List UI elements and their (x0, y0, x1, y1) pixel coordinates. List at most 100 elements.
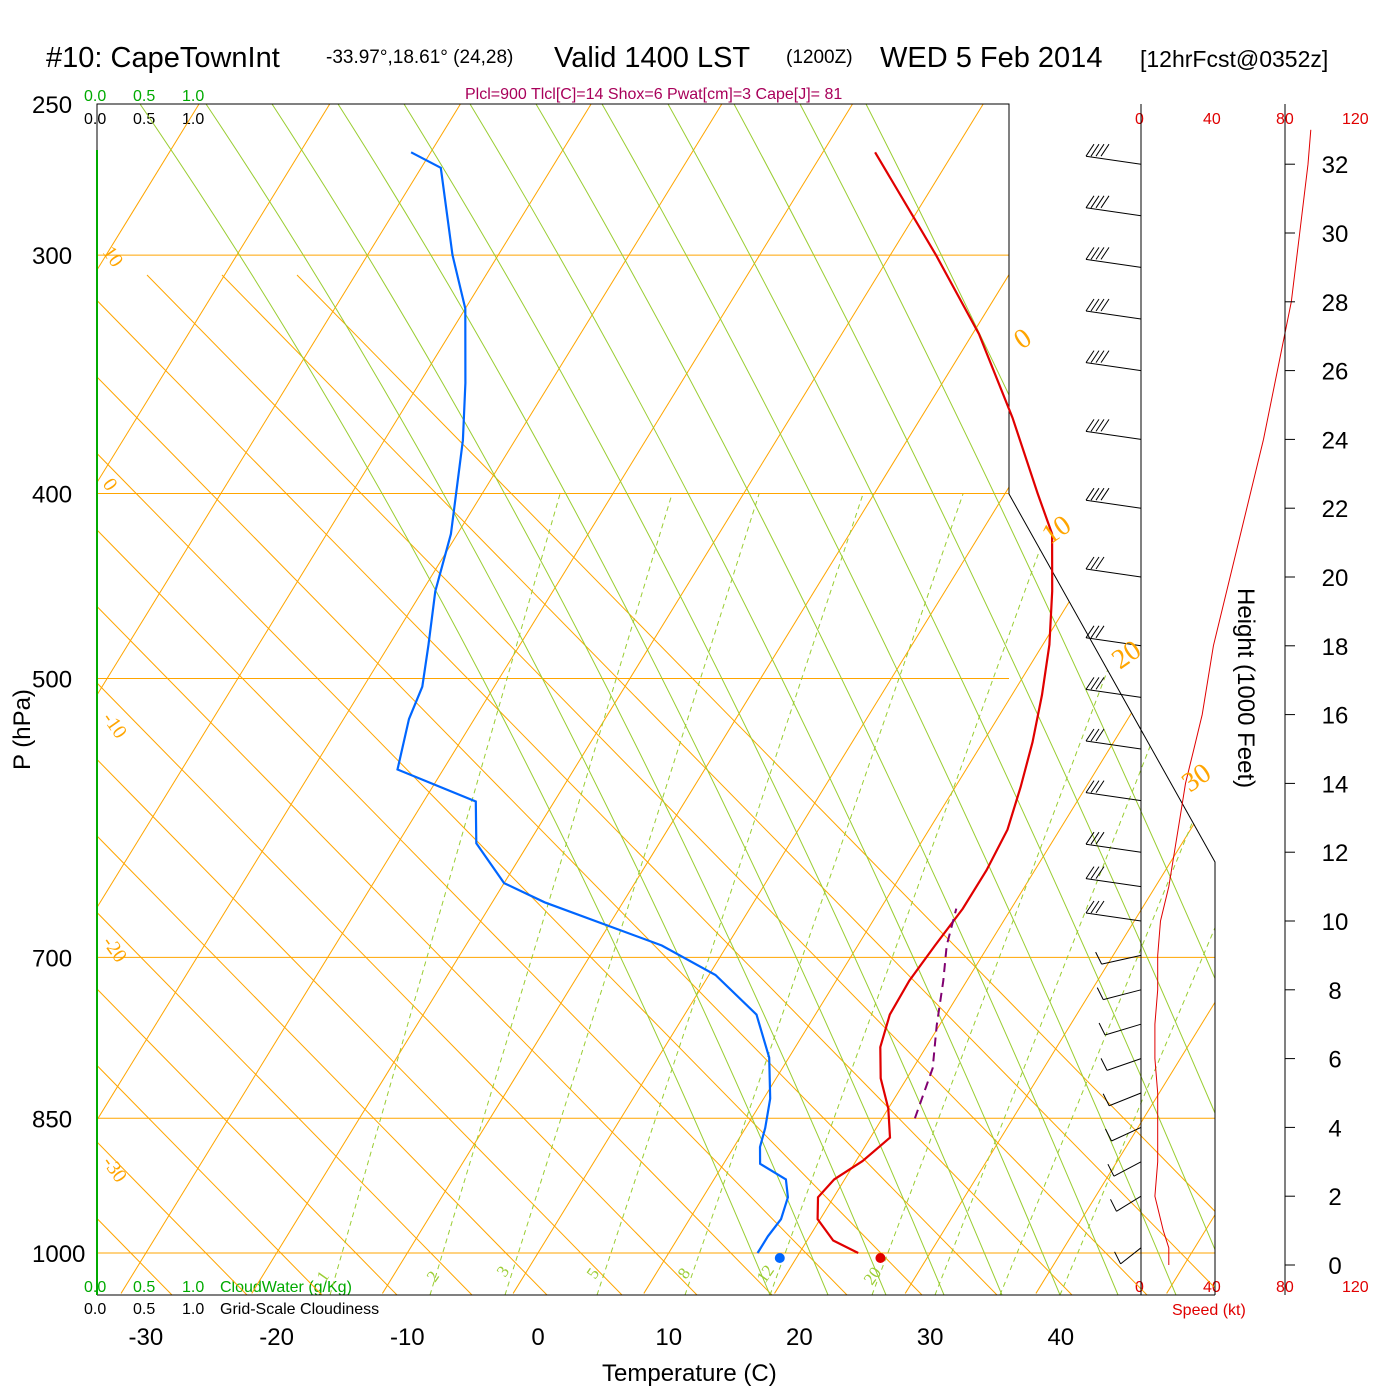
pressure-tick-label: 300 (32, 243, 72, 270)
mixing-ratio-line (329, 493, 561, 1295)
dry-adiabat-line (97, 274, 848, 1295)
moist-adiabat-line (667, 104, 1215, 1295)
mixing-ratio-label: 2 (423, 1267, 443, 1285)
temperature-tick-label: 20 (786, 1324, 813, 1351)
height-axis-label: Height (1000 Feet) (1232, 588, 1259, 788)
dry-adiabat-line (97, 274, 98, 1295)
bottom-cloudwater-tick: 1.0 (182, 1279, 204, 1296)
isotherm-label: 10 (98, 242, 127, 271)
height-tick-label: 18 (1322, 634, 1349, 661)
wind-barb (1085, 195, 1142, 217)
mixing-ratio-label: 8 (674, 1264, 694, 1282)
mixing-ratio-line (999, 493, 1215, 1295)
grid-layer (96, 103, 1216, 1296)
top-cloudiness-tick: 1.0 (182, 111, 204, 128)
mixing-ratio-label: 3 (493, 1262, 513, 1280)
bottom-cloudiness-tick: 0.0 (84, 1301, 106, 1318)
height-tick-label: 6 (1328, 1047, 1341, 1074)
height-tick-label: 28 (1322, 290, 1349, 317)
mixing-ratio-line (1059, 493, 1215, 1295)
profile-layer (396, 151, 1054, 1263)
temperature-tick-label: 0 (531, 1324, 544, 1351)
valid-time: Valid 1400 LST (554, 42, 750, 74)
isotherm-label-right: 10 (1036, 509, 1077, 550)
moist-adiabat-line (403, 104, 1003, 1295)
isotherm-line (97, 104, 592, 1294)
wind-barb (1107, 1161, 1142, 1177)
pressure-tick-label: 250 (32, 92, 72, 119)
dewpoint-profile-line (396, 151, 790, 1254)
wind-barb (1096, 987, 1142, 1001)
wind-barb (1110, 1195, 1142, 1212)
bottom-cloudwater-tick: 0.0 (84, 1279, 106, 1296)
wind-barb (1105, 1126, 1142, 1142)
isotherm-line (97, 104, 331, 1294)
temperature-tick-label: 30 (917, 1324, 944, 1351)
wind-barb (1114, 1247, 1142, 1265)
top-cloudwater-tick: 1.0 (182, 88, 204, 105)
temperature-tick-label: 40 (1047, 1324, 1074, 1351)
mixing-ratio-line (871, 493, 1175, 1295)
wind-barb (1098, 1022, 1142, 1036)
speed-top-tick: 120 (1342, 111, 1369, 128)
bottom-cloudwater-tick: 0.5 (133, 1279, 155, 1296)
bottom-cloudiness-tick: 1.0 (182, 1301, 204, 1318)
isotherm-line (1166, 104, 1215, 1294)
moist-adiabat-line (337, 104, 945, 1295)
wind-barb (1085, 780, 1142, 802)
mixing-ratio-line (934, 493, 1215, 1295)
dry-adiabat-line (97, 274, 623, 1295)
moist-adiabat-line (469, 104, 1061, 1295)
wind-barb (1085, 831, 1142, 853)
height-tick-label: 26 (1322, 359, 1349, 386)
top-cloudiness-tick: 0.0 (84, 111, 106, 128)
temperature-tick-label: -10 (390, 1324, 425, 1351)
temperature-tick-label: -30 (129, 1324, 164, 1351)
wind-barb (1085, 728, 1142, 750)
pressure-tick-label: 400 (32, 482, 72, 509)
dry-adiabat-line (97, 274, 548, 1295)
wind-barb (1085, 900, 1142, 922)
height-tick-label: 32 (1322, 152, 1349, 179)
mixing-ratio-line (504, 493, 760, 1295)
speed-top-tick: 40 (1203, 111, 1221, 128)
height-tick-label: 2 (1328, 1184, 1341, 1211)
params-line: Plcl=900 Tlcl[C]=14 Shox=6 Pwat[cm]=3 Ca… (465, 86, 842, 103)
pressure-tick-label: 850 (32, 1106, 72, 1133)
station-title: #10: CapeTownInt (46, 42, 280, 74)
mixing-ratio-line (429, 493, 673, 1295)
isotherm-label: -30 (98, 1152, 131, 1186)
parcel-profile-line (913, 908, 958, 1119)
zulu-time: (1200Z) (786, 47, 853, 68)
pressure-tick-label: 1000 (32, 1241, 85, 1268)
wind-barb (1085, 419, 1142, 440)
dewpoint-surface-point (774, 1253, 785, 1263)
isotherm-line (97, 104, 461, 1294)
wind-barb (1085, 298, 1142, 320)
mixing-ratio-line (596, 493, 864, 1295)
dry-adiabat-line (97, 274, 323, 1295)
speed-top-tick: 0 (1135, 111, 1144, 128)
wind-barb (1100, 1058, 1142, 1071)
speed-bottom-tick: 40 (1203, 1279, 1221, 1296)
moist-adiabat-line (139, 104, 771, 1295)
bottom-cloudiness-tick: 0.5 (133, 1301, 155, 1318)
top-cloudwater-tick: 0.5 (133, 88, 155, 105)
isotherm-label-right: 30 (1176, 757, 1217, 798)
wind-barb (1085, 143, 1142, 165)
dry-adiabat-line (97, 274, 173, 1295)
date-label: WED 5 Feb 2014 (880, 42, 1102, 74)
dry-adiabat-line (296, 274, 1215, 1295)
pressure-tick-label: 700 (32, 945, 72, 972)
wind-barb (1085, 677, 1142, 698)
isotherm-label: -20 (98, 932, 131, 966)
dry-adiabat-line (97, 274, 998, 1295)
speed-bottom-tick: 120 (1342, 1279, 1369, 1296)
temperature-tick-label: 10 (655, 1324, 682, 1351)
top-cloudiness-tick: 0.5 (133, 111, 155, 128)
moist-adiabat-line (271, 104, 887, 1295)
cloudiness-label: Grid-Scale Cloudiness (220, 1301, 379, 1318)
speed-label: Speed (kt) (1172, 1302, 1246, 1319)
